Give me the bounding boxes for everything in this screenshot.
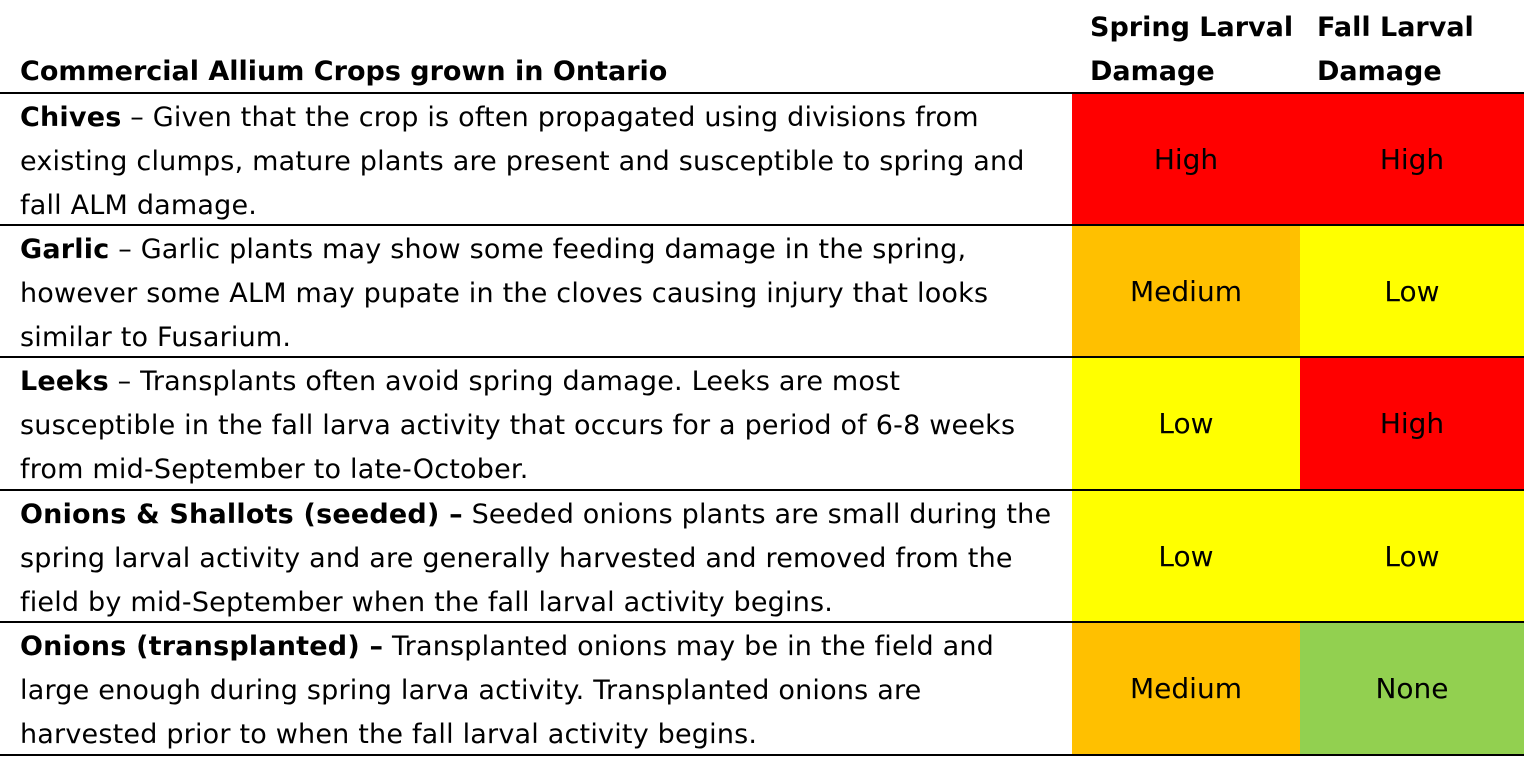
row-description: Onions (transplanted) – Transplanted oni… xyxy=(20,625,1060,757)
fall-damage-header: Fall Larval Damage xyxy=(1317,6,1474,94)
table-row-garlic: Garlic – Garlic plants may show some fee… xyxy=(0,225,1524,357)
row-divider xyxy=(0,621,1524,623)
fall-damage-cell: Low xyxy=(1300,490,1524,622)
name-separator: – xyxy=(121,102,153,133)
fall-damage-cell: High xyxy=(1300,357,1524,489)
row-description: Garlic – Garlic plants may show some fee… xyxy=(20,228,1060,360)
table-row-leeks: Leeks – Transplants often avoid spring d… xyxy=(0,357,1524,489)
fall-damage-cell: High xyxy=(1300,93,1524,225)
crop-description: Garlic plants may show some feeding dama… xyxy=(20,234,989,353)
crop-description: Transplanted onions may be in the field … xyxy=(20,631,994,750)
crop-description: Seeded onions plants are small during th… xyxy=(20,499,1052,618)
fall-damage-cell: None xyxy=(1300,622,1524,754)
spring-header-line2: Damage xyxy=(1090,56,1215,87)
crop-name: Leeks xyxy=(20,366,109,397)
row-description: Chives – Given that the crop is often pr… xyxy=(20,96,1060,228)
row-divider xyxy=(0,754,1524,756)
crop-name: Garlic xyxy=(20,234,110,265)
table-header: Commercial Allium Crops grown in Ontario… xyxy=(0,0,1527,93)
row-divider xyxy=(0,224,1524,226)
name-separator: – xyxy=(108,366,141,397)
crop-description: Given that the crop is often propagated … xyxy=(20,102,1025,221)
spring-damage-header: Spring Larval Damage xyxy=(1090,6,1293,94)
row-divider xyxy=(0,356,1524,358)
table-row-onions-seeded: Onions & Shallots (seeded) – Seeded onio… xyxy=(0,490,1524,622)
fall-damage-cell: Low xyxy=(1300,225,1524,357)
crop-column-header: Commercial Allium Crops grown in Ontario xyxy=(20,56,668,87)
table-row-onions-transplanted: Onions (transplanted) – Transplanted oni… xyxy=(0,622,1524,754)
fall-header-line2: Damage xyxy=(1317,56,1442,87)
spring-damage-cell: Low xyxy=(1072,357,1300,489)
crop-name: Onions & Shallots (seeded) – xyxy=(20,499,463,530)
name-separator xyxy=(383,631,392,662)
spring-damage-cell: High xyxy=(1072,93,1300,225)
spring-header-line1: Spring Larval xyxy=(1090,12,1294,43)
spring-damage-cell: Medium xyxy=(1072,622,1300,754)
crop-name: Chives xyxy=(20,102,122,133)
crop-description: Transplants often avoid spring damage. L… xyxy=(20,366,1016,485)
row-description: Onions & Shallots (seeded) – Seeded onio… xyxy=(20,493,1060,625)
row-description: Leeks – Transplants often avoid spring d… xyxy=(20,360,1060,492)
crop-name: Onions (transplanted) – xyxy=(20,631,384,662)
name-separator xyxy=(463,499,472,530)
row-divider xyxy=(0,92,1524,94)
table-row-chives: Chives – Given that the crop is often pr… xyxy=(0,93,1524,225)
fall-header-line1: Fall Larval xyxy=(1317,12,1474,43)
spring-damage-cell: Medium xyxy=(1072,225,1300,357)
row-divider xyxy=(0,489,1524,491)
spring-damage-cell: Low xyxy=(1072,490,1300,622)
name-separator: – xyxy=(109,234,141,265)
